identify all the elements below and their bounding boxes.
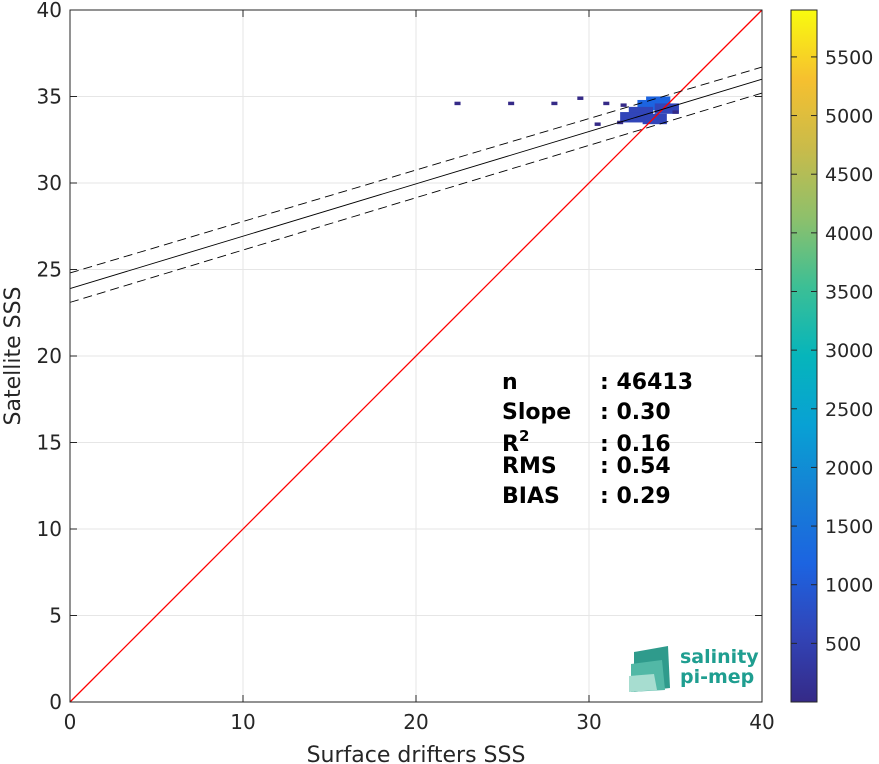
y-tick-label-0: 0 — [49, 690, 62, 714]
y-tick-label-6: 30 — [37, 171, 62, 195]
y-axis-ticks: 0 5 10 15 20 25 30 35 40 — [37, 0, 762, 714]
colorbar: 500 1000 1500 2000 2500 3000 3500 4000 4500 5000 5… — [790, 9, 873, 703]
line-identity — [69, 9, 763, 703]
stat-value-0: : 46413 — [600, 370, 693, 395]
density-cell-3 — [628, 106, 654, 118]
colorbar-gradient — [790, 9, 818, 703]
line-fit — [69, 78, 763, 289]
stat-label-0: n — [502, 370, 518, 395]
stat-label-sup-2: 2 — [519, 427, 529, 445]
stat-label-2: R2 — [502, 427, 529, 457]
colorbar-tick-label-5: 3000 — [825, 340, 873, 362]
colorbar-tick-label-1: 1000 — [825, 575, 873, 597]
stat-label-1: Slope — [502, 400, 571, 425]
stat-label-4: BIAS — [502, 484, 560, 509]
density-cell-13 — [577, 96, 584, 100]
stat-value-3: : 0.54 — [600, 454, 671, 479]
stat-value-4: : 0.29 — [600, 484, 671, 509]
density-cell-2 — [654, 103, 679, 114]
stat-value-2: : 0.16 — [600, 432, 671, 457]
salinity-pimep-logo: salinity pi-mep — [629, 646, 759, 692]
colorbar-tick-label-2: 1500 — [825, 516, 873, 538]
density-cell-5 — [620, 112, 645, 123]
density-cell-4 — [642, 113, 667, 125]
y-tick-label-1: 5 — [49, 604, 62, 628]
stat-label-3: RMS — [502, 454, 557, 479]
density-cells — [454, 96, 679, 126]
stats-box: n : 46413 Slope : 0.30 R2 : 0.16 RMS : 0.54 BIAS… — [502, 370, 693, 509]
density-cell-12 — [454, 101, 461, 106]
line-fit-lower — [69, 92, 763, 303]
y-tick-label-2: 10 — [37, 517, 62, 541]
x-tick-label-0: 0 — [64, 710, 77, 734]
y-axis-label: Satellite SSS — [1, 287, 26, 426]
y-tick-label-4: 20 — [37, 344, 62, 368]
x-tick-label-4: 40 — [749, 710, 774, 734]
stat-value-1: : 0.30 — [600, 400, 671, 425]
density-cell-8 — [603, 101, 610, 106]
colorbar-tick-label-6: 3500 — [825, 281, 873, 303]
colorbar-tick-label-0: 500 — [825, 633, 861, 655]
density-cell-11 — [508, 101, 515, 106]
y-tick-label-8: 40 — [37, 0, 62, 22]
colorbar-tick-label-8: 4500 — [825, 164, 873, 186]
x-axis-label: Surface drifters SSS — [307, 743, 526, 764]
y-tick-label-5: 25 — [37, 258, 62, 282]
x-tick-label-3: 30 — [576, 710, 601, 734]
density-cell-10 — [551, 101, 558, 106]
density-cell-1 — [637, 99, 662, 111]
line-fit-upper — [69, 66, 763, 274]
density-cell-9 — [594, 122, 601, 126]
colorbar-tick-label-7: 4000 — [825, 223, 873, 245]
colorbar-tick-label-9: 5000 — [825, 106, 873, 128]
density-cell-14 — [672, 110, 679, 114]
x-tick-label-1: 10 — [230, 710, 255, 734]
x-axis-ticks: 0 10 20 30 40 — [64, 10, 775, 734]
density-cell-7 — [620, 103, 627, 107]
logo-line2: pi-mep — [680, 666, 754, 688]
regression-lines — [69, 9, 763, 703]
colorbar-tick-label-10: 5500 — [825, 47, 873, 69]
logo-line1: salinity — [680, 646, 759, 668]
y-tick-label-7: 35 — [37, 85, 62, 109]
colorbar-ticks: 500 1000 1500 2000 2500 3000 3500 4000 4500 5000 5… — [791, 47, 873, 655]
x-tick-label-2: 20 — [403, 710, 428, 734]
y-tick-label-3: 15 — [37, 431, 62, 455]
colorbar-tick-label-4: 2500 — [825, 399, 873, 421]
colorbar-tick-label-3: 2000 — [825, 457, 873, 479]
